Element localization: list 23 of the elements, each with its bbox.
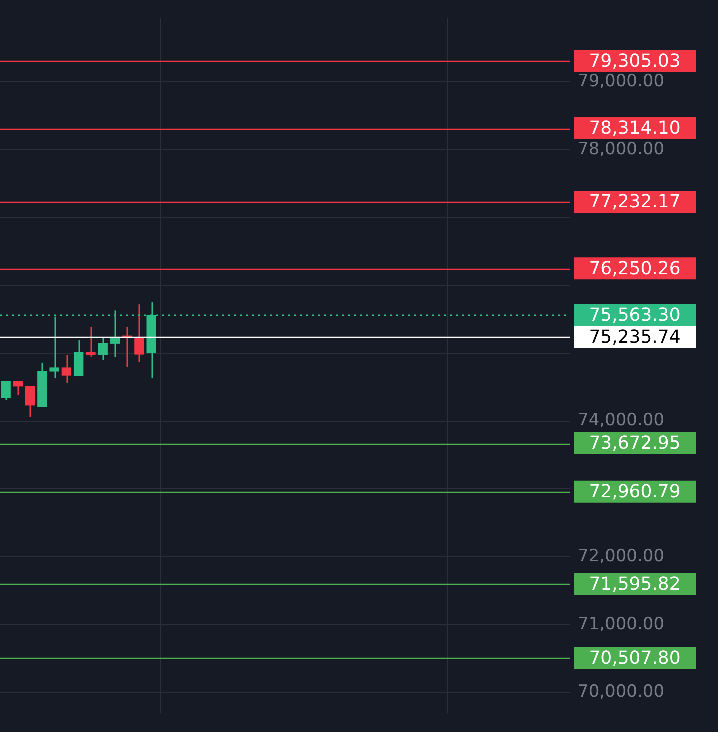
- ref-line-label: 76,250.26: [589, 258, 681, 280]
- y-tick-label: 78,000.00: [578, 139, 665, 160]
- candlestick: [62, 354, 72, 384]
- y-tick-label: 72,000.00: [578, 546, 665, 566]
- ref-line-label: 71,595.82: [589, 574, 681, 596]
- candlestick: [13, 380, 24, 396]
- y-tick-label: 74,000.00: [578, 410, 665, 431]
- y-tick-label: 79,000.00: [578, 71, 665, 92]
- ref-line-label: 77,232.17: [589, 192, 681, 213]
- candlestick: [86, 326, 96, 358]
- candlestick: [1, 380, 11, 402]
- ref-line-label: 75,235.74: [589, 327, 681, 348]
- ref-line-label: 78,314.10: [589, 118, 681, 140]
- ref-line-label: 73,672.95: [589, 433, 681, 454]
- ref-line-label: 70,507.80: [589, 648, 681, 669]
- ref-line-label: 72,960.79: [589, 482, 681, 503]
- ref-line-label: 75,563.30: [589, 304, 681, 326]
- y-tick-label: 71,000.00: [578, 614, 665, 634]
- candlestick: [134, 304, 144, 364]
- candlestick: [25, 385, 36, 418]
- candlestick: [98, 337, 108, 361]
- ref-line-label: 79,305.03: [589, 50, 681, 72]
- y-tick-label: 70,000.00: [578, 682, 665, 702]
